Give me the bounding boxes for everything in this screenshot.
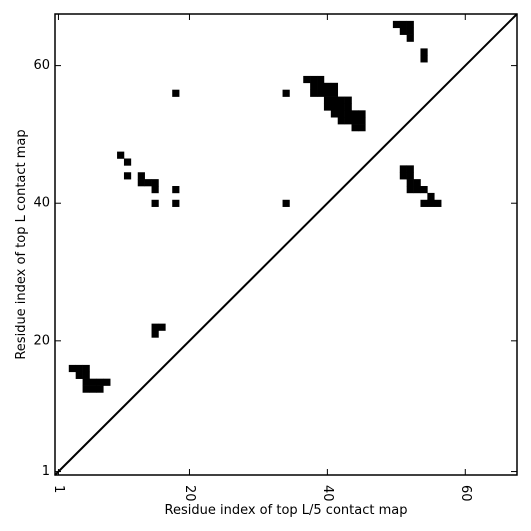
contact-cell: [323, 103, 332, 111]
contact-cell: [158, 323, 166, 331]
contact-cell: [137, 179, 145, 187]
contact-cell: [330, 103, 339, 111]
contact-cell: [137, 172, 145, 180]
contact-cell: [406, 27, 414, 35]
contact-cell: [420, 186, 428, 194]
contact-cell: [317, 82, 325, 90]
contact-cell: [330, 96, 339, 104]
x-tick-label: 40: [320, 485, 335, 502]
contact-cell: [337, 96, 345, 104]
contact-cell: [323, 89, 332, 97]
y-tick-label: 20: [33, 333, 50, 348]
contact-cell: [310, 75, 318, 84]
contact-cell: [406, 165, 414, 173]
contact-cell: [358, 117, 366, 125]
contact-cell: [282, 89, 290, 97]
contact-cell: [172, 89, 180, 97]
contact-cell: [96, 378, 104, 386]
contact-cell: [310, 82, 318, 90]
contact-cell: [82, 364, 90, 373]
contact-cell: [406, 172, 414, 180]
contact-cell: [420, 199, 428, 207]
contact-cell: [75, 364, 83, 373]
contact-cell: [144, 179, 152, 187]
contact-cell: [399, 172, 407, 180]
y-tick-label: 40: [33, 196, 50, 211]
contact-cell: [351, 110, 359, 118]
contact-cell: [358, 124, 366, 132]
plot-frame: [54, 13, 518, 476]
contact-cell: [330, 110, 339, 118]
contact-cell: [82, 385, 90, 393]
contact-cell: [399, 165, 407, 173]
x-tick-label: 60: [458, 485, 473, 502]
contact-cell: [344, 110, 352, 118]
contact-cell: [96, 385, 104, 393]
contact-cell: [392, 20, 401, 29]
contact-cell: [420, 55, 428, 63]
contact-cell: [317, 75, 325, 84]
contact-cell: [406, 34, 414, 42]
contact-cell: [151, 323, 159, 331]
contact-cell: [82, 378, 90, 386]
contact-cell: [399, 27, 407, 35]
contact-cell: [351, 117, 359, 125]
x-tick-label: 1: [51, 485, 66, 493]
contact-cell: [151, 199, 159, 207]
contact-cell: [172, 199, 180, 207]
contact-cell: [303, 75, 311, 84]
contact-cell: [89, 385, 97, 393]
contact-cell: [172, 186, 180, 194]
contact-cell: [117, 151, 125, 159]
contact-cell: [310, 89, 318, 97]
contact-cell: [151, 330, 159, 338]
contact-cell: [413, 179, 421, 187]
contact-cell: [337, 103, 345, 111]
contact-cells: [68, 20, 442, 393]
contact-cell: [103, 378, 111, 386]
contact-cell: [317, 89, 325, 97]
x-axis-label: Residue index of top L/5 contact map: [165, 503, 408, 518]
contact-cell: [427, 192, 435, 201]
contact-cell: [344, 117, 352, 125]
y-tick-label: 60: [33, 58, 50, 73]
contact-cell: [399, 20, 407, 29]
contact-cell: [358, 110, 366, 118]
contact-cell: [330, 89, 339, 97]
contact-cell: [123, 172, 132, 180]
contact-cell: [344, 103, 352, 111]
contact-cell: [151, 179, 159, 187]
contact-cell: [344, 96, 352, 104]
contact-cell: [323, 96, 332, 104]
contact-cell: [337, 117, 345, 125]
contact-cell: [89, 378, 97, 386]
contact-cell: [427, 199, 435, 207]
contact-cell: [351, 124, 359, 132]
contact-cell: [337, 110, 345, 118]
y-axis-label: Residue index of top L contact map: [14, 129, 29, 359]
y-tick-label: 1: [42, 464, 50, 479]
contact-cell: [413, 186, 421, 194]
contact-cell: [151, 186, 159, 194]
diagonal-line: [54, 13, 518, 476]
contact-cell: [68, 364, 76, 373]
contact-cell: [75, 371, 83, 379]
contact-cell: [323, 82, 332, 90]
contact-cell: [406, 20, 414, 29]
contact-cell: [82, 371, 90, 379]
contact-cell: [406, 186, 414, 194]
contact-cell: [420, 48, 428, 56]
contact-cell: [406, 179, 414, 187]
contact-cell: [434, 199, 442, 207]
x-tick-label: 20: [182, 485, 197, 502]
contact-cell: [330, 82, 339, 90]
contact-cell: [282, 199, 290, 207]
contact-cell: [123, 158, 132, 166]
axis-ticks: 1 20 40 60 1 20 40 60: [33, 14, 517, 502]
